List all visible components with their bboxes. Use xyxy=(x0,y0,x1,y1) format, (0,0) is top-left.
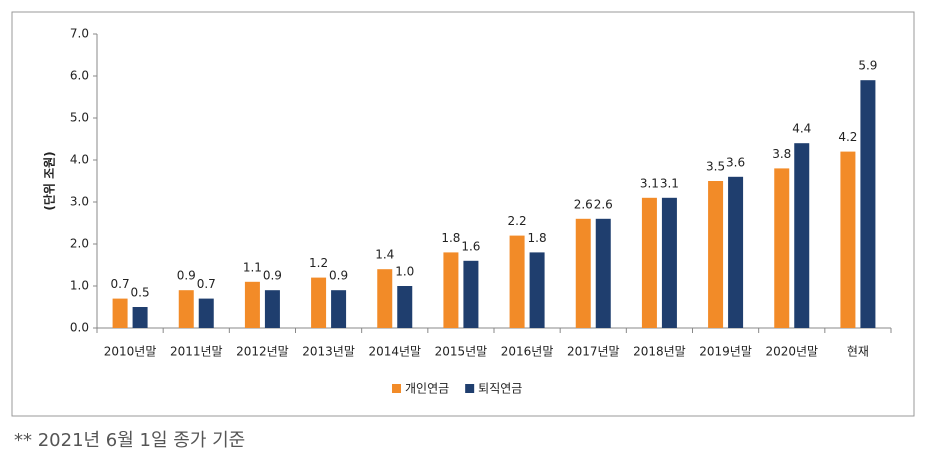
data-label: 3.1 xyxy=(640,176,659,190)
bar xyxy=(728,176,744,328)
x-tick-label: 2014년말 xyxy=(368,345,421,359)
legend-label: 퇴직연금 xyxy=(478,382,522,396)
data-label: 0.9 xyxy=(263,269,282,283)
data-label: 0.5 xyxy=(131,286,150,300)
x-tick-label: 2013년말 xyxy=(302,345,355,359)
data-label: 3.1 xyxy=(660,176,679,190)
x-tick-label: 2019년말 xyxy=(699,345,752,359)
data-label: 1.2 xyxy=(309,256,328,270)
x-tick-label: 2010년말 xyxy=(104,345,157,359)
bar xyxy=(112,298,128,328)
y-axis-label: (단위 조원) xyxy=(42,151,57,210)
bar xyxy=(575,218,591,328)
bar xyxy=(331,290,347,328)
bar xyxy=(509,235,525,328)
footnote: ** 2021년 6월 1일 종가 기준 xyxy=(14,430,245,451)
x-tick-label: 현재 xyxy=(847,345,869,359)
data-label: 0.9 xyxy=(177,269,196,283)
y-tick-label: 0.0 xyxy=(70,321,89,335)
y-tick-label: 3.0 xyxy=(70,195,89,209)
data-label: 4.4 xyxy=(792,122,811,136)
bar xyxy=(794,143,810,328)
bar xyxy=(377,269,393,328)
x-tick-label: 2017년말 xyxy=(567,345,620,359)
data-label: 1.4 xyxy=(375,248,394,262)
bar xyxy=(641,197,657,328)
bar xyxy=(595,218,611,328)
data-label: 3.6 xyxy=(726,155,745,169)
y-tick-label: 1.0 xyxy=(70,279,89,293)
data-label: 0.9 xyxy=(329,269,348,283)
y-tick-label: 4.0 xyxy=(70,153,89,167)
x-tick-label: 2011년말 xyxy=(170,345,223,359)
data-label: 1.0 xyxy=(395,265,414,279)
data-label: 2.6 xyxy=(594,197,613,211)
bar xyxy=(860,80,876,328)
bar xyxy=(198,298,214,328)
data-label: 0.7 xyxy=(111,277,130,291)
bar xyxy=(443,252,459,328)
data-label: 4.2 xyxy=(838,130,857,144)
y-tick-label: 2.0 xyxy=(70,237,89,251)
bar xyxy=(132,307,148,328)
x-tick-label: 2020년말 xyxy=(765,345,818,359)
data-label: 2.2 xyxy=(508,214,527,228)
data-label: 3.5 xyxy=(706,160,725,174)
data-label: 1.1 xyxy=(243,260,262,274)
y-tick-label: 5.0 xyxy=(70,111,89,125)
data-label: 3.8 xyxy=(772,147,791,161)
chart-frame xyxy=(11,11,915,417)
legend-swatch xyxy=(465,384,475,393)
data-label: 1.8 xyxy=(441,231,460,245)
y-tick-label: 7.0 xyxy=(70,27,89,41)
x-tick-label: 2012년말 xyxy=(236,345,289,359)
bar xyxy=(708,181,724,328)
bar xyxy=(463,260,479,328)
data-label: 2.6 xyxy=(574,197,593,211)
bar xyxy=(397,286,413,328)
data-label: 1.6 xyxy=(461,239,480,253)
data-label: 0.7 xyxy=(197,277,216,291)
bar xyxy=(529,252,545,328)
legend-label: 개인연금 xyxy=(405,382,449,396)
x-tick-label: 2015년말 xyxy=(435,345,488,359)
x-tick-label: 2016년말 xyxy=(501,345,554,359)
bar xyxy=(244,281,260,328)
data-label: 1.8 xyxy=(528,231,547,245)
bar xyxy=(264,290,280,328)
x-tick-label: 2018년말 xyxy=(633,345,686,359)
bar xyxy=(840,151,856,328)
bar xyxy=(311,277,327,328)
data-label: 5.9 xyxy=(858,59,877,73)
bar xyxy=(661,197,677,328)
legend-swatch xyxy=(392,384,401,393)
bar xyxy=(178,290,194,328)
bar xyxy=(774,168,790,328)
y-tick-label: 6.0 xyxy=(70,69,89,83)
